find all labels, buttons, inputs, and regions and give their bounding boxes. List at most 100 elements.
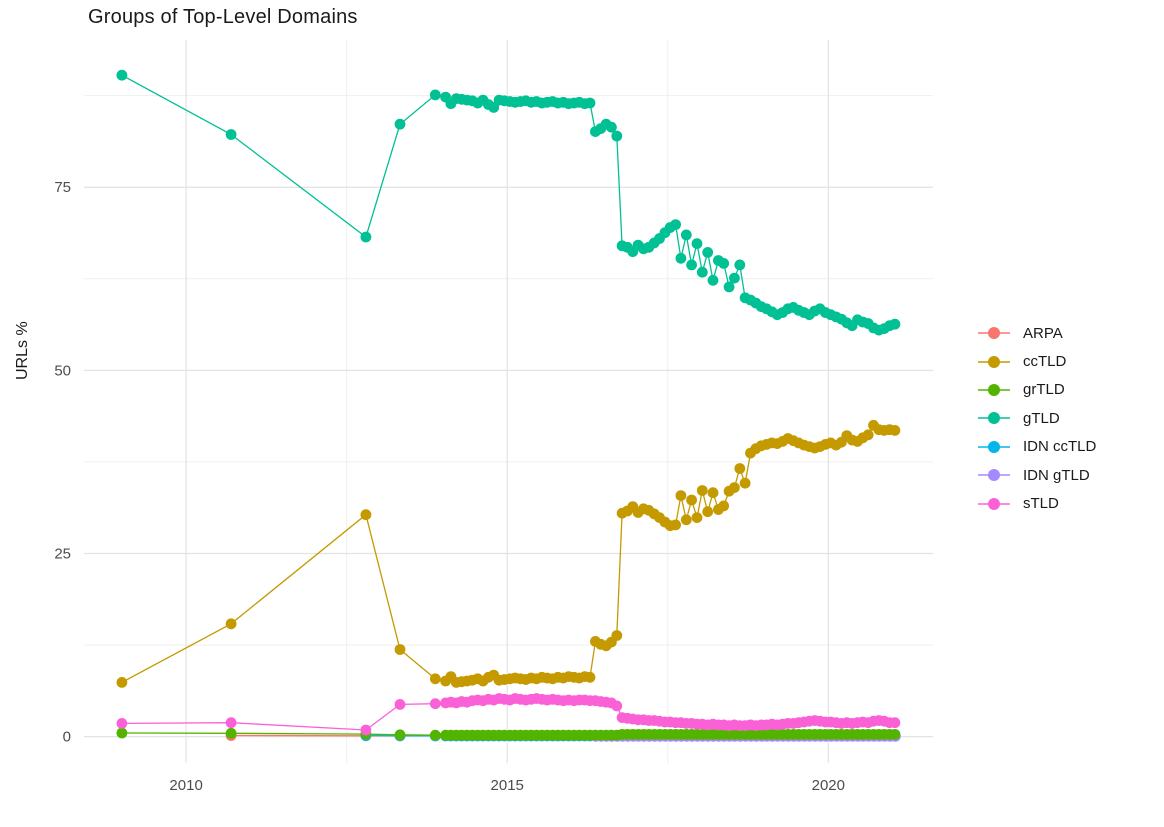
data-point-gtld: [675, 252, 687, 264]
data-point-cctld: [734, 463, 746, 474]
data-point-cctld: [675, 490, 687, 501]
data-point-gtld: [606, 121, 617, 133]
data-point-gtld: [707, 274, 719, 286]
legend-item-gtld: gTLD: [978, 404, 1096, 432]
series-cctld: [116, 419, 901, 688]
y-tick-label: 75: [54, 179, 71, 196]
y-tick-label: 0: [63, 729, 71, 746]
legend-key-icon: [978, 469, 1010, 482]
data-point-gtld: [670, 219, 681, 231]
y-tick-label: 25: [54, 545, 71, 562]
legend-label: IDN gTLD: [1023, 466, 1090, 484]
data-point-gtld: [702, 247, 714, 258]
data-point-cctld: [686, 494, 697, 506]
legend-item-stld: sTLD: [978, 489, 1096, 517]
axis-labels: 0 25 50 75 2010 2015 2020: [54, 179, 845, 794]
data-point-cctld: [584, 671, 596, 683]
legend-key-icon: [978, 497, 1010, 510]
legend-key-dot: [988, 497, 1000, 510]
data-point-stld: [360, 724, 372, 736]
data-point-gtld: [718, 258, 730, 269]
data-point-grtld: [116, 727, 128, 739]
data-point-gtld: [360, 231, 372, 243]
data-point-cctld: [670, 519, 681, 531]
data-point-gtld: [429, 89, 441, 101]
data-point-cctld: [611, 630, 623, 641]
data-point-gtld: [680, 229, 692, 241]
legend-key-dot: [988, 469, 1000, 482]
legend-item-idn-gtld: IDN gTLD: [978, 461, 1096, 489]
legend-key-icon: [978, 383, 1010, 396]
legend-label: IDN ccTLD: [1023, 438, 1097, 456]
data-point-gtld: [889, 318, 901, 330]
data-point-gtld: [686, 259, 697, 271]
data-point-cctld: [394, 644, 406, 655]
data-point-grtld: [429, 729, 441, 741]
data-point-cctld: [702, 506, 714, 518]
data-point-cctld: [429, 673, 441, 685]
data-point-cctld: [729, 482, 740, 493]
legend-key-dot: [988, 412, 1000, 425]
legend-key-icon: [978, 440, 1010, 453]
data-point-cctld: [862, 429, 874, 441]
data-point-stld: [225, 717, 237, 729]
x-tick-label: 2015: [491, 777, 524, 794]
data-point-cctld: [718, 500, 730, 512]
series-stld: [116, 693, 901, 736]
data-point-stld: [429, 698, 441, 710]
data-point-gtld: [611, 130, 623, 142]
data-point-cctld: [889, 425, 901, 436]
data-point-gtld: [584, 97, 596, 109]
legend-key-dot: [988, 327, 1000, 340]
data-point-stld: [889, 717, 901, 729]
legend-item-cctld: ccTLD: [978, 347, 1096, 375]
legend-label: ccTLD: [1023, 353, 1067, 371]
data-point-cctld: [696, 485, 708, 496]
data-point-cctld: [360, 509, 372, 521]
data-point-stld: [611, 700, 623, 712]
legend-key-dot: [988, 383, 1000, 396]
data-point-stld: [394, 699, 406, 710]
legend-item-arpa: ARPA: [978, 319, 1096, 347]
data-point-cctld: [680, 514, 692, 526]
x-tick-label: 2010: [169, 777, 202, 794]
data-point-grtld: [889, 729, 901, 740]
data-point-gtld: [734, 259, 746, 271]
chart-title: Groups of Top-Level Domains: [88, 6, 358, 28]
legend-key-dot: [988, 440, 1000, 453]
legend-item-idn-cctld: IDN ccTLD: [978, 433, 1096, 461]
legend-item-grtld: grTLD: [978, 376, 1096, 404]
legend-label: sTLD: [1023, 495, 1059, 513]
data-point-gtld: [116, 69, 128, 81]
series-line-gtld: [121, 74, 896, 331]
x-tick-label: 2020: [812, 777, 845, 794]
data-point-grtld: [394, 729, 406, 741]
data-point-cctld: [739, 477, 751, 489]
data-point-gtld: [691, 238, 703, 250]
data-point-gtld: [696, 266, 708, 278]
data-point-stld: [116, 718, 128, 729]
data-point-gtld: [394, 118, 406, 130]
legend: ARPA ccTLD grTLD gTLD IDN ccTLD IDN gTLD sTLD: [978, 319, 1096, 518]
legend-key-icon: [978, 412, 1010, 425]
gridlines: [84, 40, 933, 763]
data-point-gtld: [225, 129, 237, 140]
data-point-cctld: [691, 512, 703, 523]
series-gtld: [116, 69, 901, 336]
legend-label: grTLD: [1023, 381, 1065, 399]
data-point-grtld: [225, 727, 237, 739]
legend-key-icon: [978, 355, 1010, 368]
legend-key-dot: [988, 355, 1000, 368]
legend-label: gTLD: [1023, 409, 1060, 427]
data-point-cctld: [116, 677, 128, 688]
series-grtld: [116, 727, 901, 741]
data-point-cctld: [707, 487, 719, 499]
data-point-cctld: [225, 618, 237, 630]
y-axis-title: URLs %: [14, 321, 31, 380]
legend-label: ARPA: [1023, 324, 1063, 342]
legend-key-icon: [978, 327, 1010, 340]
data-point-gtld: [729, 272, 740, 284]
data-point-gtld: [723, 281, 735, 293]
